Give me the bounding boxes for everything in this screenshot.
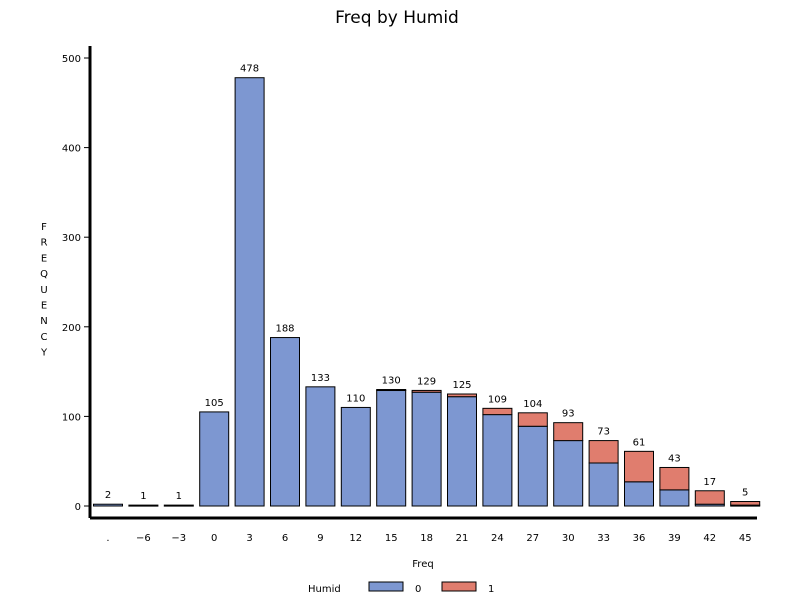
y-label-letter: U	[40, 285, 47, 296]
bar-series-0	[128, 504, 159, 507]
bar-total-label: 104	[523, 399, 542, 410]
x-tick-label: .	[106, 533, 109, 544]
x-tick-label: 33	[597, 533, 610, 544]
y-tick-label: 500	[62, 54, 81, 65]
x-tick-label: 9	[317, 533, 323, 544]
bar-series-0	[340, 406, 371, 507]
y-label-letter: Y	[40, 348, 48, 359]
bar-total-label: 105	[205, 398, 224, 409]
x-tick-label: −6	[136, 533, 151, 544]
x-tick-label: 6	[282, 533, 288, 544]
bar-total-label: 109	[488, 394, 507, 405]
legend-swatch-1	[441, 581, 477, 592]
bar-series-0	[659, 489, 690, 507]
bar-series-0	[376, 389, 407, 507]
bar-series-0	[482, 414, 513, 507]
bar-series-0	[588, 462, 619, 507]
y-label-letter: E	[41, 253, 47, 264]
legend-label-1: 1	[488, 584, 494, 595]
bar-total-label: 43	[668, 453, 681, 464]
x-axis-label: Freq	[412, 559, 433, 570]
x-tick-label: 24	[491, 533, 504, 544]
x-axis: . −6 −3 0 3 6 9 12 15 18 21 24 27 30 33 36 39 42 45	[90, 516, 757, 544]
bar-series-1	[411, 389, 442, 393]
y-tick-label: 300	[62, 233, 81, 244]
bar-total-label: 125	[452, 380, 471, 391]
bar-total-label: 110	[346, 393, 365, 404]
x-tick-label: 12	[349, 533, 362, 544]
bar-series-0	[447, 396, 477, 507]
bar-total-label: 73	[597, 427, 610, 438]
bar-total-label: 1	[176, 491, 182, 502]
bar-total-label: 129	[417, 376, 436, 387]
bar-series-1	[694, 490, 725, 505]
x-tick-label: 21	[456, 533, 469, 544]
bar-series-1	[447, 393, 477, 398]
x-tick-label: 39	[668, 533, 681, 544]
legend-title: Humid	[308, 584, 341, 595]
bar-total-label: 1	[140, 491, 146, 502]
bar-series-0	[93, 503, 123, 507]
bar-series-1	[482, 407, 513, 416]
y-label-letter: Q	[40, 269, 48, 280]
bar-series-0	[517, 425, 548, 507]
x-tick-label: 30	[562, 533, 575, 544]
bar-series-0	[305, 386, 336, 507]
bar-total-label: 478	[240, 64, 259, 75]
y-axis: 0 100 200 300 400 500	[62, 46, 92, 518]
legend-swatch-0	[368, 581, 404, 592]
x-tick-label: 18	[420, 533, 433, 544]
bar-series-0	[270, 337, 300, 507]
y-tick-label: 200	[62, 323, 81, 334]
x-tick-label: −3	[171, 533, 186, 544]
y-label-letter: N	[40, 316, 47, 327]
y-tick-label: 0	[75, 502, 81, 513]
y-label-letter: E	[41, 301, 47, 312]
bar-total-label: 188	[275, 324, 294, 335]
bar-series-0	[199, 411, 230, 507]
x-tick-label: 0	[211, 533, 217, 544]
bar-total-label: 133	[311, 373, 330, 384]
bar-total-label: 5	[742, 488, 748, 499]
y-label-letter: R	[41, 238, 48, 249]
chart-title: Freq by Humid	[335, 8, 459, 28]
bar-total-label: 17	[703, 477, 716, 488]
bar-series-1	[517, 412, 548, 427]
x-tick-label: 45	[739, 533, 752, 544]
bar-series-1	[730, 501, 761, 506]
bars: 2 1 1 105 478 188 133 110 130 129 125 109 104 93 73 61 4…	[93, 64, 761, 507]
bar-total-label: 93	[562, 409, 575, 420]
bar-series-1	[553, 422, 584, 442]
bar-series-0	[163, 504, 194, 507]
x-tick-label: 36	[633, 533, 646, 544]
bar-series-0	[234, 77, 265, 507]
x-tick-label: 42	[703, 533, 716, 544]
x-tick-label: 27	[526, 533, 539, 544]
y-tick-label: 100	[62, 412, 81, 423]
bar-series-1	[624, 450, 654, 483]
y-label-letter: F	[41, 222, 47, 233]
bar-series-1	[588, 440, 619, 464]
y-tick-label: 400	[62, 144, 81, 155]
bar-series-0	[624, 481, 654, 507]
bar-series-1	[376, 389, 407, 392]
x-tick-label: 3	[246, 533, 252, 544]
bar-series-0	[411, 391, 442, 507]
x-tick-label: 15	[385, 533, 398, 544]
bar-total-label: 61	[633, 437, 646, 448]
legend-label-0: 0	[415, 584, 421, 595]
legend: Humid 0 1	[308, 581, 494, 595]
bar-series-1	[659, 466, 690, 491]
bar-series-0	[553, 440, 584, 507]
bar-total-label: 130	[382, 376, 401, 387]
bar-total-label: 2	[105, 490, 111, 501]
y-label-letter: C	[41, 332, 48, 343]
